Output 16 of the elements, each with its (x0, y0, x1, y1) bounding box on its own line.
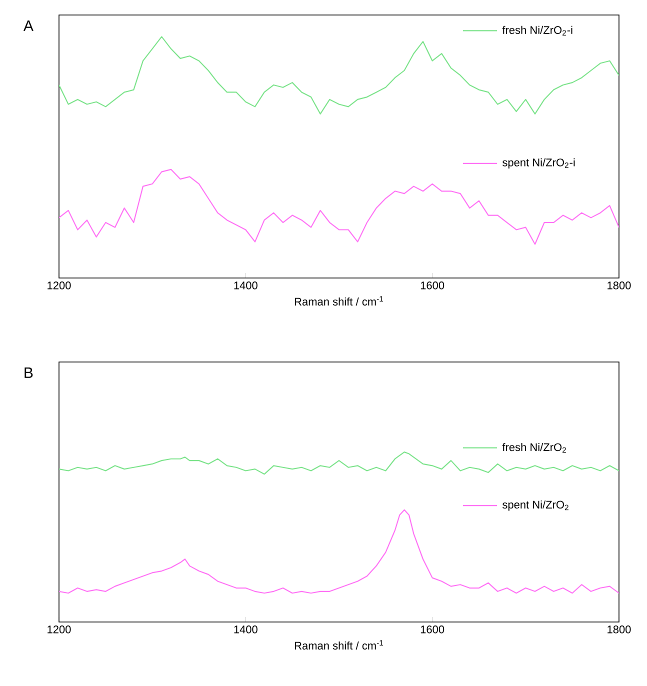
chart-title: B (24, 368, 33, 378)
legend-label: spent Ni/ZrO$_{2}$-i (502, 158, 575, 169)
x-tick-label: 1200 (48, 282, 71, 290)
x-tick-label: 1800 (608, 626, 631, 634)
x-tick-label: 1600 (420, 626, 444, 634)
x-tick-label: 1200 (48, 626, 71, 634)
legend-label: spent Ni/ZrO$_{2}$ (502, 500, 568, 511)
x-tick-label: 1600 (420, 282, 444, 290)
x-tick-label: 1800 (608, 282, 631, 290)
x-tick-label: 1400 (234, 282, 258, 290)
x-axis-title: Raman shift / cm$^{-1}$ (294, 640, 384, 650)
x-axis-title: Raman shift / cm$^{-1}$ (294, 296, 384, 306)
legend-label: fresh Ni/ZrO$_{2}$ (502, 443, 566, 453)
legend-label: fresh Ni/ZrO$_{2}$-i (502, 26, 572, 36)
chart-title: A (23, 20, 34, 31)
x-tick-label: 1400 (234, 626, 258, 634)
